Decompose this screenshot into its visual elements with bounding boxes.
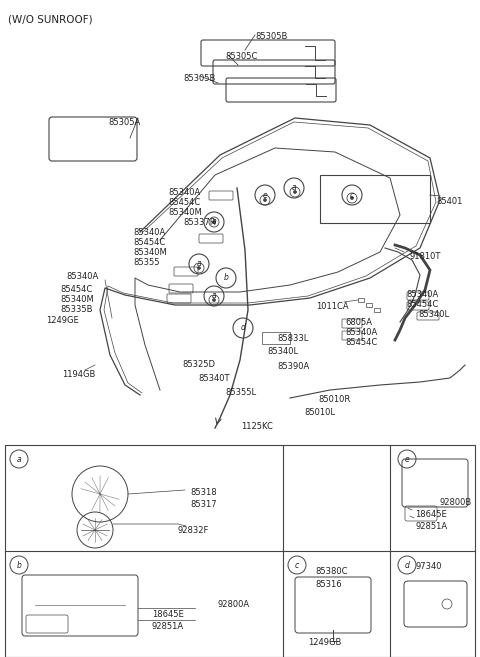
Text: 85010L: 85010L <box>304 408 335 417</box>
Text: b: b <box>224 273 228 283</box>
Text: 85337R: 85337R <box>183 218 216 227</box>
Text: 91810T: 91810T <box>410 252 442 261</box>
Text: 85355L: 85355L <box>225 388 256 397</box>
Text: 85316: 85316 <box>315 580 342 589</box>
Text: 92800B: 92800B <box>440 498 472 507</box>
Bar <box>320 175 430 223</box>
Circle shape <box>197 267 201 269</box>
Text: 85340A: 85340A <box>66 272 98 281</box>
Text: 85390A: 85390A <box>277 362 309 371</box>
Text: 85305B: 85305B <box>183 74 216 83</box>
Text: 85010R: 85010R <box>318 395 350 404</box>
Text: 85454C: 85454C <box>60 285 92 294</box>
Circle shape <box>350 196 353 200</box>
Text: 85340A: 85340A <box>345 328 377 337</box>
Circle shape <box>213 221 216 223</box>
Text: 85833L: 85833L <box>277 334 308 343</box>
Text: 18645E: 18645E <box>415 510 447 519</box>
Text: c: c <box>295 560 299 570</box>
Bar <box>374 308 380 312</box>
Text: 85340T: 85340T <box>198 374 229 383</box>
Text: b: b <box>17 560 22 570</box>
Circle shape <box>293 191 297 194</box>
Circle shape <box>264 198 266 202</box>
Text: 85305C: 85305C <box>225 52 257 61</box>
Text: 85318: 85318 <box>190 488 216 497</box>
Text: 92851A: 92851A <box>415 522 447 531</box>
Text: e: e <box>405 455 409 463</box>
Text: 97340: 97340 <box>416 562 443 571</box>
Text: a: a <box>17 455 21 463</box>
Text: 85340A: 85340A <box>168 188 200 197</box>
Text: d: d <box>405 560 409 570</box>
Text: 1011CA: 1011CA <box>316 302 348 311</box>
Text: 85317: 85317 <box>190 500 216 509</box>
Bar <box>5 445 475 657</box>
Text: 85340M: 85340M <box>60 295 94 304</box>
Text: 85454C: 85454C <box>345 338 377 347</box>
Text: 1249GB: 1249GB <box>308 638 341 647</box>
Text: 85325D: 85325D <box>182 360 215 369</box>
Text: 85335B: 85335B <box>60 305 93 314</box>
Text: 85454C: 85454C <box>406 300 438 309</box>
Text: 85305B: 85305B <box>255 32 288 41</box>
Text: 85340A: 85340A <box>133 228 165 237</box>
Text: 6805A: 6805A <box>345 318 372 327</box>
Text: 92800A: 92800A <box>218 600 250 609</box>
Text: 18645E: 18645E <box>152 610 184 619</box>
Text: a: a <box>197 260 201 269</box>
Text: 85340L: 85340L <box>418 310 449 319</box>
Text: 85340M: 85340M <box>133 248 167 257</box>
Text: c: c <box>350 191 354 200</box>
Text: 85454C: 85454C <box>133 238 165 247</box>
Text: 85355: 85355 <box>133 258 159 267</box>
Text: e: e <box>263 191 267 200</box>
Text: 85340L: 85340L <box>267 347 298 356</box>
Text: 92851A: 92851A <box>152 622 184 631</box>
Text: 85340M: 85340M <box>168 208 202 217</box>
Text: 85305A: 85305A <box>108 118 140 127</box>
Text: 1125KC: 1125KC <box>241 422 273 431</box>
Bar <box>366 303 372 307</box>
Text: (W/O SUNROOF): (W/O SUNROOF) <box>8 14 93 24</box>
Text: 1194GB: 1194GB <box>62 370 96 379</box>
Text: 85340A: 85340A <box>406 290 438 299</box>
Bar <box>358 298 364 302</box>
Circle shape <box>213 298 216 302</box>
Text: 85454C: 85454C <box>168 198 200 207</box>
Bar <box>262 332 290 344</box>
Text: a: a <box>212 217 216 227</box>
Text: 92832F: 92832F <box>178 526 209 535</box>
Text: a: a <box>212 292 216 300</box>
Text: 1249GE: 1249GE <box>46 316 79 325</box>
Text: a: a <box>292 183 296 193</box>
Text: 85380C: 85380C <box>315 567 348 576</box>
Text: 85401: 85401 <box>436 197 462 206</box>
Text: d: d <box>240 323 245 332</box>
